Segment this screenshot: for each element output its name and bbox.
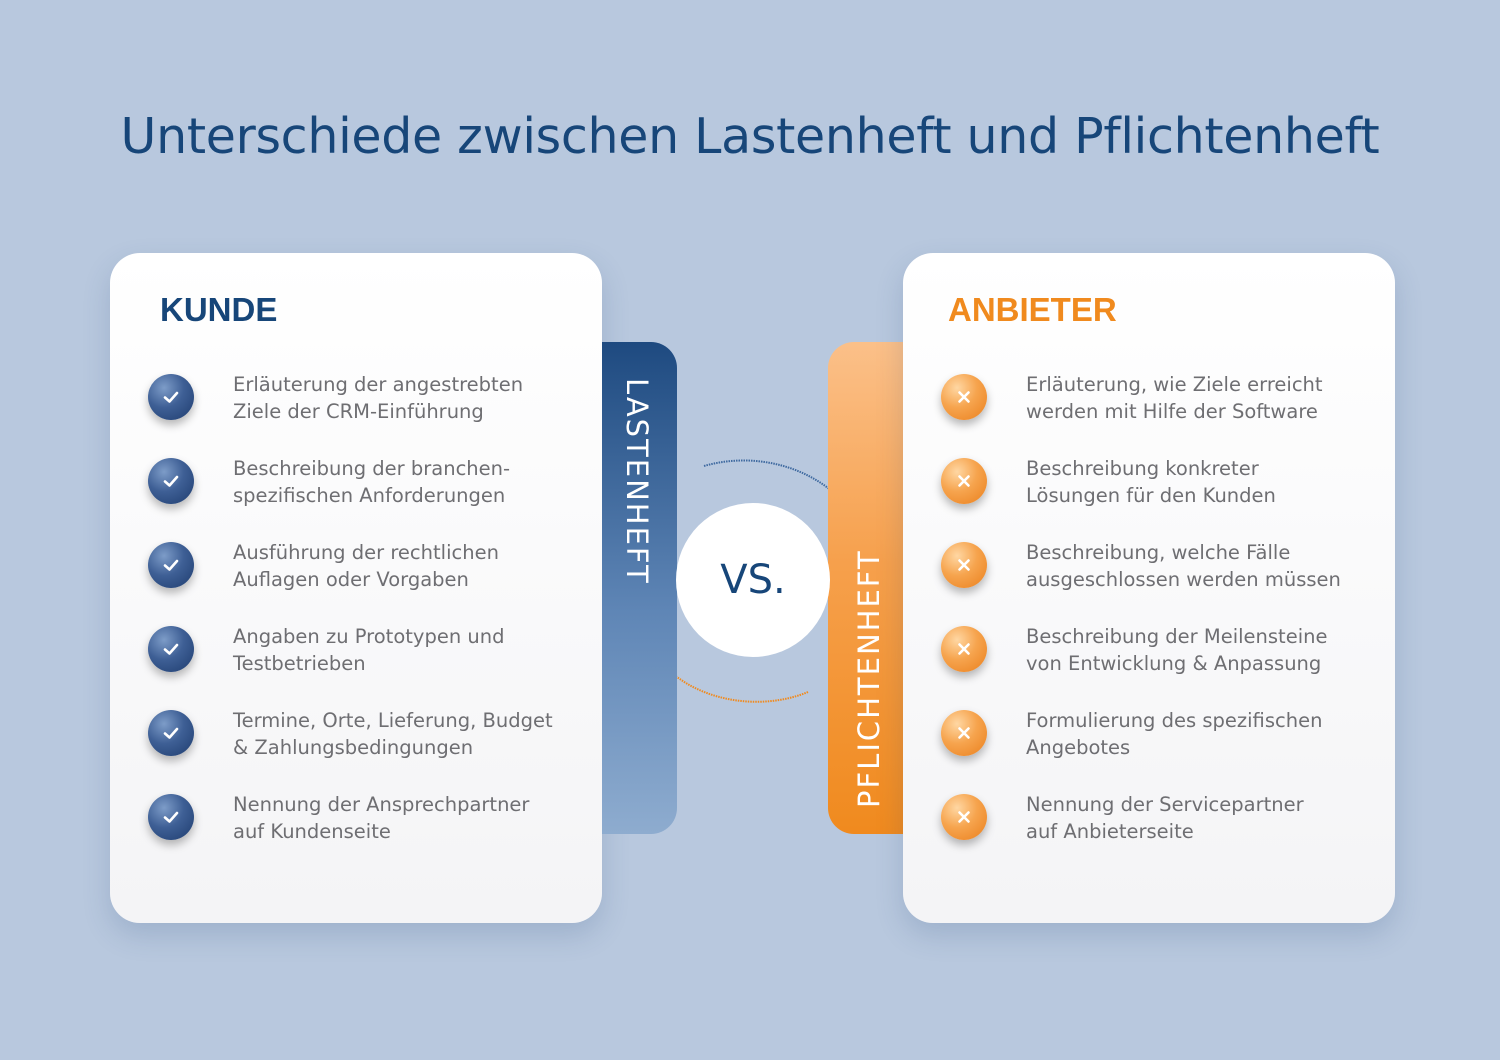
page-title: Unterschiede zwischen Lastenheft und Pfl… xyxy=(120,108,1380,165)
cross-icon xyxy=(941,542,987,588)
vs-label: VS. xyxy=(720,557,786,603)
kunde-card: KUNDE Erläuterung der angestrebten Ziele … xyxy=(110,253,602,923)
list-item: Nennung der Ansprechpartner auf Kundensei… xyxy=(110,791,602,851)
list-item: Ausführung der rechtlichen Auflagen oder … xyxy=(110,539,602,599)
list-item: Formulierung des spezifischen Angebotes xyxy=(903,707,1395,767)
list-item: Nennung der Servicepartner auf Anbieterse… xyxy=(903,791,1395,851)
cross-icon xyxy=(941,794,987,840)
cross-icon xyxy=(941,374,987,420)
list-item: Erläuterung der angestrebten Ziele der CR… xyxy=(110,371,602,431)
lastenheft-label: LASTENHEFT xyxy=(620,378,654,585)
item-text: Ausführung der rechtlichen Auflagen oder … xyxy=(233,541,499,591)
list-item: Erläuterung, wie Ziele erreicht werden mi… xyxy=(903,371,1395,431)
pflichtenheft-label: PFLICHTENHEFT xyxy=(852,549,886,808)
item-text: Beschreibung der Meilensteine von Entwick… xyxy=(1026,625,1328,675)
item-text: Nennung der Ansprechpartner auf Kundensei… xyxy=(233,793,530,843)
item-text: Beschreibung konkreter Lösungen für den K… xyxy=(1026,457,1276,507)
cross-icon xyxy=(941,626,987,672)
item-text: Erläuterung der angestrebten Ziele der CR… xyxy=(233,373,524,423)
lastenheft-tab: LASTENHEFT xyxy=(602,342,677,834)
check-icon xyxy=(148,626,194,672)
check-icon xyxy=(148,458,194,504)
item-text: Nennung der Servicepartner auf Anbieterse… xyxy=(1026,793,1304,843)
item-text: Beschreibung, welche Fälle ausgeschlossen… xyxy=(1026,541,1341,591)
list-item: Beschreibung, welche Fälle ausgeschlossen… xyxy=(903,539,1395,599)
pflichtenheft-tab: PFLICHTENHEFT xyxy=(828,342,904,834)
check-icon xyxy=(148,710,194,756)
cross-icon xyxy=(941,458,987,504)
list-item: Angaben zu Prototypen und Testbetrieben xyxy=(110,623,602,683)
anbieter-card: ANBIETER Erläuterung, wie Ziele erreicht… xyxy=(903,253,1395,923)
arrow-to-lastenheft xyxy=(655,655,809,703)
list-item: Termine, Orte, Lieferung, Budget & Zahlun… xyxy=(110,707,602,767)
list-item: Beschreibung der branchen-spezifischen A… xyxy=(110,455,602,515)
vs-circle: VS. xyxy=(676,503,830,657)
check-icon xyxy=(148,794,194,840)
item-text: Beschreibung der branchen-spezifischen A… xyxy=(233,457,511,507)
anbieter-heading: ANBIETER xyxy=(948,291,1117,328)
cross-icon xyxy=(941,710,987,756)
item-text: Formulierung des spezifischen Angebotes xyxy=(1026,709,1323,759)
list-item: Beschreibung der Meilensteine von Entwick… xyxy=(903,623,1395,683)
item-text: Termine, Orte, Lieferung, Budget & Zahlun… xyxy=(233,709,553,759)
list-item: Beschreibung konkreter Lösungen für den K… xyxy=(903,455,1395,515)
item-text: Erläuterung, wie Ziele erreicht werden mi… xyxy=(1026,373,1323,423)
kunde-heading: KUNDE xyxy=(160,291,278,328)
item-text: Angaben zu Prototypen und Testbetrieben xyxy=(233,625,505,675)
check-icon xyxy=(148,542,194,588)
check-icon xyxy=(148,374,194,420)
